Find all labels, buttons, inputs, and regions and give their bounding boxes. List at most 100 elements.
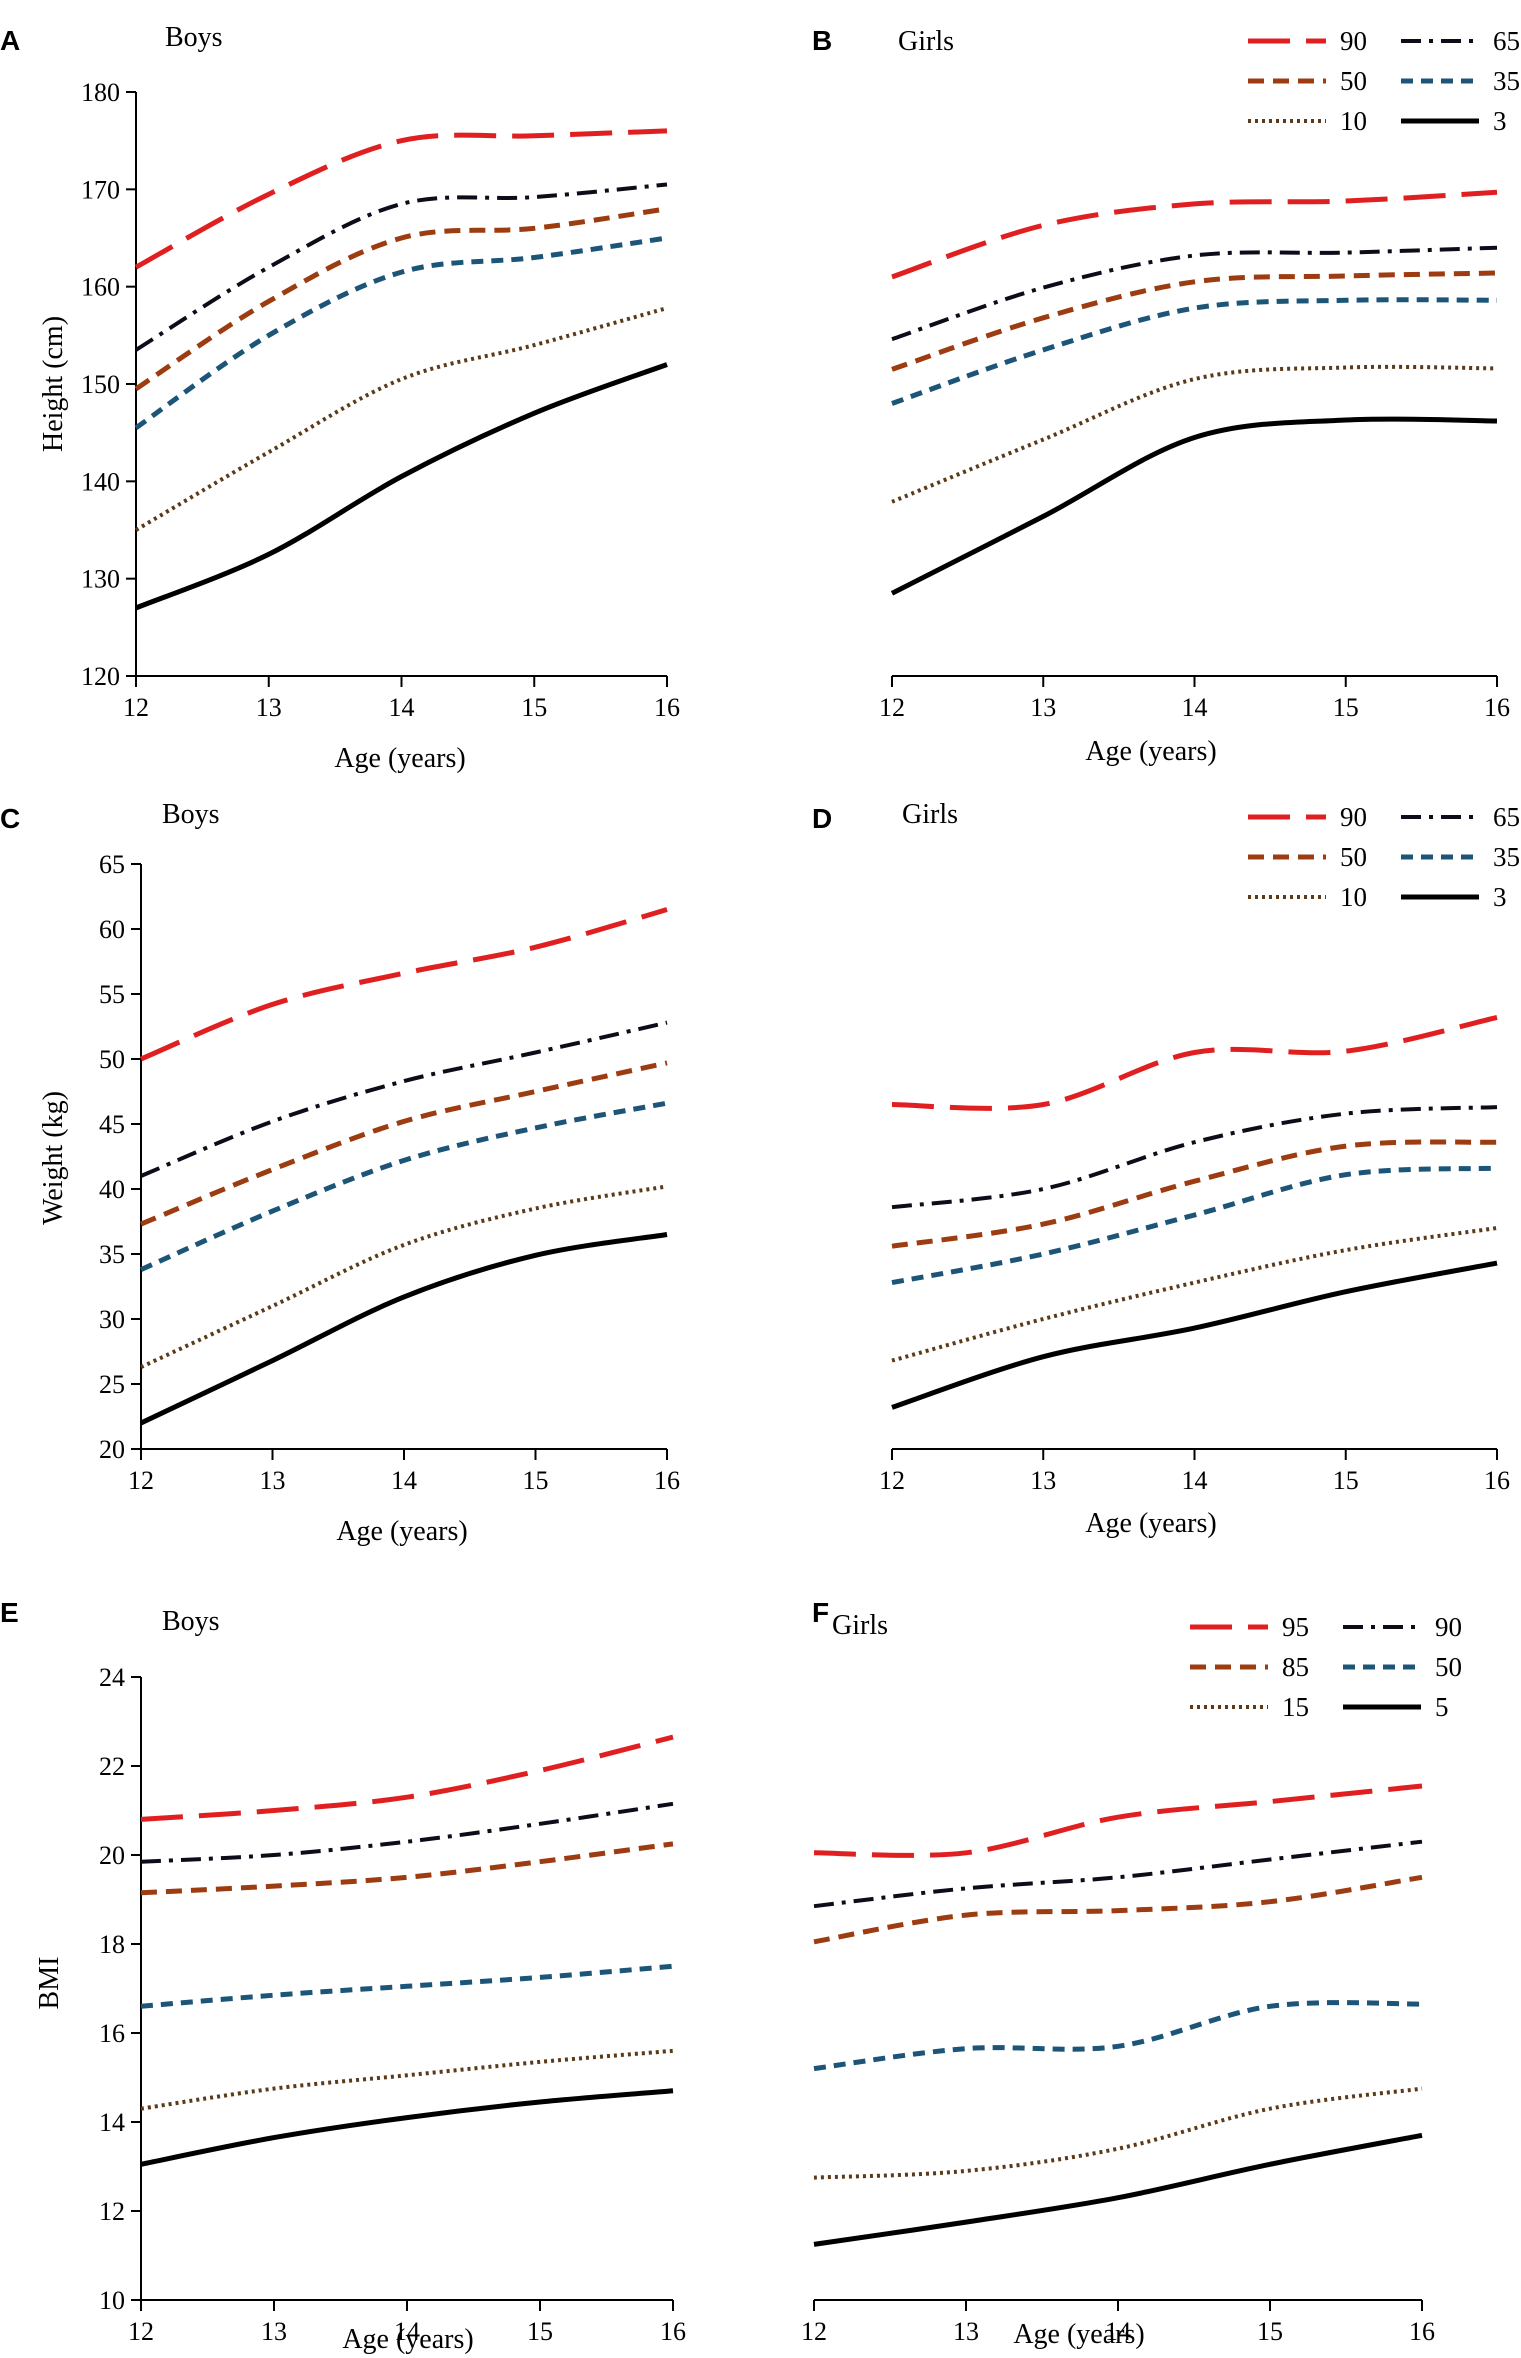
legend-label-p10: 10 — [1340, 106, 1367, 136]
series-line-d-p65 — [891, 1105, 1498, 1210]
legend-label-p35: 35 — [1493, 66, 1520, 96]
series-line-c-p10 — [140, 1184, 668, 1369]
legend-label-p5: 5 — [1435, 1692, 1449, 1722]
series-line-b-p35 — [891, 297, 1498, 406]
y-axis-label-e: BMI — [34, 1957, 65, 2010]
legend-label-p90: 90 — [1435, 1612, 1462, 1642]
series-line-a-p90 — [134, 128, 668, 270]
x-tick-label: 15 — [1257, 2317, 1283, 2346]
legend-label-p50: 50 — [1340, 842, 1367, 872]
legend-f: 95 90 85 50 15 5 — [1190, 1612, 1462, 1722]
x-tick-label: 14 — [1105, 2317, 1131, 2346]
legend-d: 90 65 50 35 10 3 — [1248, 802, 1520, 912]
chart-title-c: Boys — [162, 799, 220, 830]
series-line-b-p65 — [891, 245, 1498, 342]
series-line-d-p10 — [891, 1226, 1498, 1363]
series-line-f-p90 — [813, 1839, 1423, 1909]
y-tick-label: 14 — [99, 2108, 125, 2137]
x-tick-label: 14 — [1182, 693, 1208, 722]
panel-letter-d: D — [812, 803, 832, 834]
series-line-d-p3 — [891, 1260, 1498, 1410]
y-tick-label: 140 — [81, 467, 120, 496]
x-tick-label: 15 — [1333, 693, 1359, 722]
series-line-a-p10 — [134, 306, 668, 532]
legend-label-p3: 3 — [1493, 106, 1507, 136]
chart-panel-c: C Boys 12 13 14 15 16 20 25 30 35 40 45 50 55 60 65 Age (… — [0, 799, 680, 1547]
legend-label-p95: 95 — [1282, 1612, 1309, 1642]
x-tick-label: 13 — [261, 2317, 287, 2346]
x-axis-label-a: Age (years) — [334, 743, 465, 774]
y-tick-label: 180 — [81, 78, 120, 107]
legend-label-p65: 65 — [1493, 802, 1520, 832]
y-axis-label-a: Height (cm) — [38, 316, 69, 452]
y-tick-label: 10 — [99, 2286, 125, 2315]
series-line-a-p50 — [134, 206, 668, 391]
series-line-b-p3 — [890, 416, 1498, 596]
series-line-a-p65 — [134, 182, 668, 352]
series-line-e-p15 — [140, 2048, 674, 2111]
x-tick-label: 13 — [256, 693, 282, 722]
y-tick-label: 45 — [99, 1110, 125, 1139]
x-axis-label-c: Age (years) — [336, 1516, 467, 1547]
series-line-f-p5 — [813, 2132, 1423, 2247]
legend-label-p50: 50 — [1435, 1652, 1462, 1682]
legend-label-p3: 3 — [1493, 882, 1507, 912]
series-line-c-p90 — [140, 907, 668, 1062]
series-line-d-p50 — [891, 1139, 1498, 1249]
legend-label-p90: 90 — [1340, 802, 1367, 832]
chart-title-a: Boys — [165, 22, 223, 53]
series-line-b-p90 — [891, 189, 1498, 280]
x-tick-label: 15 — [1333, 1466, 1359, 1495]
x-tick-label: 12 — [879, 693, 905, 722]
series-line-f-p50 — [813, 2000, 1423, 2072]
y-tick-label: 130 — [81, 565, 120, 594]
x-tick-label: 13 — [260, 1466, 286, 1495]
x-tick-label: 14 — [389, 693, 415, 722]
series-line-c-p65 — [140, 1020, 668, 1178]
x-tick-label: 12 — [801, 2317, 827, 2346]
y-tick-label: 22 — [99, 1752, 125, 1781]
series-line-a-p35 — [134, 235, 668, 430]
panel-letter-f: F — [812, 1597, 829, 1628]
series-line-f-p15 — [813, 2086, 1423, 2180]
x-tick-label: 15 — [521, 693, 547, 722]
series-line-f-p85 — [813, 1874, 1423, 1945]
x-tick-label: 13 — [1030, 693, 1056, 722]
y-tick-label: 18 — [99, 1930, 125, 1959]
series-line-e-p95 — [140, 1734, 674, 1822]
panel-letter-c: C — [0, 803, 20, 834]
y-tick-label: 160 — [81, 273, 120, 302]
x-tick-label: 15 — [523, 1466, 549, 1495]
series-line-f-p95 — [813, 1783, 1423, 1858]
series-line-d-p35 — [891, 1165, 1498, 1286]
panel-letter-b: B — [812, 25, 832, 56]
x-tick-label: 13 — [953, 2317, 979, 2346]
x-axis-label-f: Age (years) — [1013, 2319, 1144, 2350]
chart-panel-b: B Girls 12 13 14 15 16 Age (years) 90 65 50 35 10 3 — [812, 25, 1520, 767]
y-tick-label: 65 — [99, 850, 125, 879]
y-tick-label: 30 — [99, 1305, 125, 1334]
chart-panel-a: A Boys 12 13 14 15 16 120 130 140 150 160 170 180 Age … — [0, 22, 680, 774]
series-line-a-p3 — [135, 362, 668, 611]
x-tick-label: 16 — [1484, 1466, 1510, 1495]
y-tick-label: 12 — [99, 2197, 125, 2226]
legend-label-p65: 65 — [1493, 26, 1520, 56]
series-line-e-p50 — [140, 1963, 674, 2009]
series-line-e-p90 — [140, 1801, 674, 1864]
chart-panel-f: F Girls 12 13 14 15 16 Age (years) 95 90 85 50 15 5 — [801, 1597, 1462, 2350]
y-tick-label: 20 — [99, 1841, 125, 1870]
series-line-e-p5 — [140, 2088, 674, 2167]
x-tick-label: 12 — [123, 693, 149, 722]
x-tick-label: 16 — [654, 693, 680, 722]
legend-label-p90: 90 — [1340, 26, 1367, 56]
x-tick-label: 12 — [128, 1466, 154, 1495]
x-axis-label-b: Age (years) — [1085, 736, 1216, 767]
series-line-b-p10 — [891, 364, 1498, 504]
x-axis-label-e: Age (years) — [342, 2324, 473, 2355]
x-axis-label-d: Age (years) — [1085, 1508, 1216, 1539]
x-tick-label: 14 — [394, 2317, 420, 2346]
legend-label-p50: 50 — [1340, 66, 1367, 96]
panel-letter-e: E — [0, 1597, 19, 1628]
legend-label-p10: 10 — [1340, 882, 1367, 912]
